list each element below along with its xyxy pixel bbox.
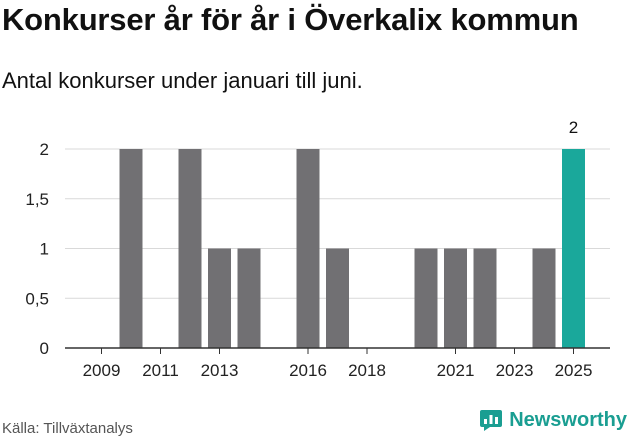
data-label-2025: 2	[569, 118, 578, 137]
brand-name: Newsworthy	[509, 408, 627, 431]
bar-2021	[444, 248, 467, 348]
bar-2024	[532, 248, 556, 348]
bar-2020	[414, 248, 438, 348]
bar-2025	[562, 149, 585, 348]
y-tick-label: 2	[40, 140, 49, 159]
bars	[119, 149, 585, 348]
bar-2016	[296, 149, 320, 348]
chart-subtitle: Antal konkurser under januari till juni.	[2, 68, 363, 93]
x-tick-label: 2021	[437, 361, 475, 380]
brand-logo: Newsworthy	[479, 408, 627, 432]
newsworthy-logo-icon	[480, 410, 503, 431]
x-tick-label: 2009	[83, 361, 121, 380]
bar-2012	[178, 149, 202, 348]
y-tick-label: 1,5	[25, 190, 49, 209]
x-tick-label: 2023	[496, 361, 534, 380]
x-axis	[65, 347, 610, 354]
data-labels: 2	[569, 118, 578, 137]
chart-title: Konkurser år för år i Överkalix kommun	[2, 2, 579, 37]
x-tick-label: 2025	[555, 361, 593, 380]
y-tick-label: 0	[40, 339, 49, 358]
x-axis-labels: 2009 2011 2013 2016 2018 2021 2023 2025	[83, 361, 593, 380]
x-tick-label: 2018	[348, 361, 386, 380]
x-tick-label: 2016	[289, 361, 327, 380]
bar-2022	[473, 248, 497, 348]
y-tick-label: 1	[40, 240, 49, 259]
x-tick-label: 2011	[142, 361, 179, 380]
y-tick-label: 0,5	[25, 289, 49, 308]
bar-2013	[208, 248, 231, 348]
bar-2017	[326, 248, 349, 348]
source-note: Källa: Tillväxtanalys	[2, 420, 133, 437]
bar-2010	[119, 149, 143, 348]
bar-chart: 00,511,52 2009 2011 2013 2016 2018 2021 2023 20…	[25, 118, 610, 380]
y-axis-labels: 0 0,5 1 1,5 2	[25, 140, 49, 358]
x-tick-label: 2013	[201, 361, 239, 380]
bar-2014	[237, 248, 261, 348]
